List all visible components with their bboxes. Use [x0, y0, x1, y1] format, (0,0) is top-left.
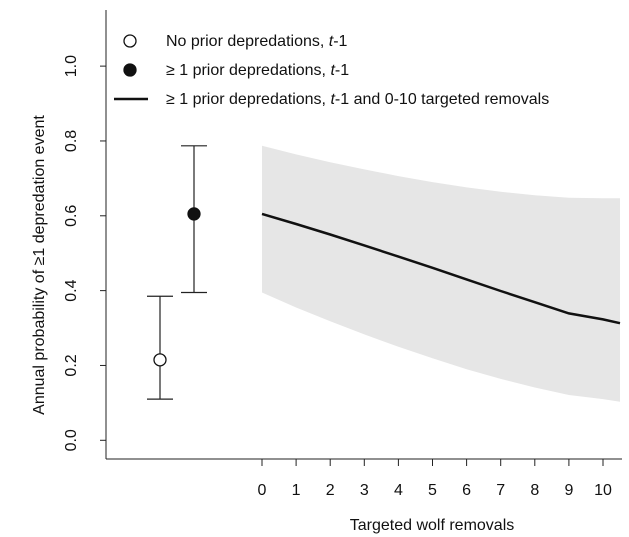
x-tick-label: 5 [428, 482, 437, 499]
filled-point [187, 207, 201, 221]
x-tick-label: 2 [326, 482, 335, 499]
x-tick-layer: 0 1 2 3 4 5 6 7 8 9 10 [258, 459, 612, 499]
y-tick-label: 0.4 [63, 279, 80, 301]
legend-label: No prior depredations, t-1 [166, 33, 348, 50]
legend-symbol-filled-circle [123, 63, 137, 77]
y-tick-layer: 0.0 0.2 0.4 0.6 0.8 1.0 [63, 55, 106, 451]
x-tick-label: 3 [360, 482, 369, 499]
x-tick-label: 9 [564, 482, 573, 499]
point-estimates-layer [147, 145, 207, 400]
x-tick-label: 7 [496, 482, 505, 499]
x-tick-label: 4 [394, 482, 403, 499]
series-line [261, 212, 621, 325]
series-layer [261, 212, 621, 325]
x-tick-label: 6 [462, 482, 471, 499]
legend-symbol-open-circle [123, 34, 137, 48]
x-tick-label: 10 [594, 482, 612, 499]
legend-label: ≥ 1 prior depredations, t-1 [166, 62, 349, 79]
confidence-band-layer [262, 145, 620, 402]
y-tick-label: 0.0 [63, 429, 80, 451]
x-tick-label: 8 [530, 482, 539, 499]
open-point [153, 353, 167, 367]
x-tick-label: 1 [292, 482, 301, 499]
y-tick-label: 0.6 [63, 205, 80, 227]
y-tick-label: 1.0 [63, 55, 80, 77]
y-tick-label: 0.8 [63, 130, 80, 152]
x-axis-label: Targeted wolf removals [350, 517, 515, 534]
y-axis-label: Annual probability of ≥1 depredation eve… [31, 115, 48, 415]
x-tick-label: 0 [258, 482, 267, 499]
confidence-band [262, 145, 620, 402]
legend: No prior depredations, t-1 ≥ 1 prior depr… [114, 33, 549, 108]
legend-label: ≥ 1 prior depredations, t-1 and 0-10 tar… [166, 91, 549, 108]
y-tick-label: 0.2 [63, 354, 80, 376]
